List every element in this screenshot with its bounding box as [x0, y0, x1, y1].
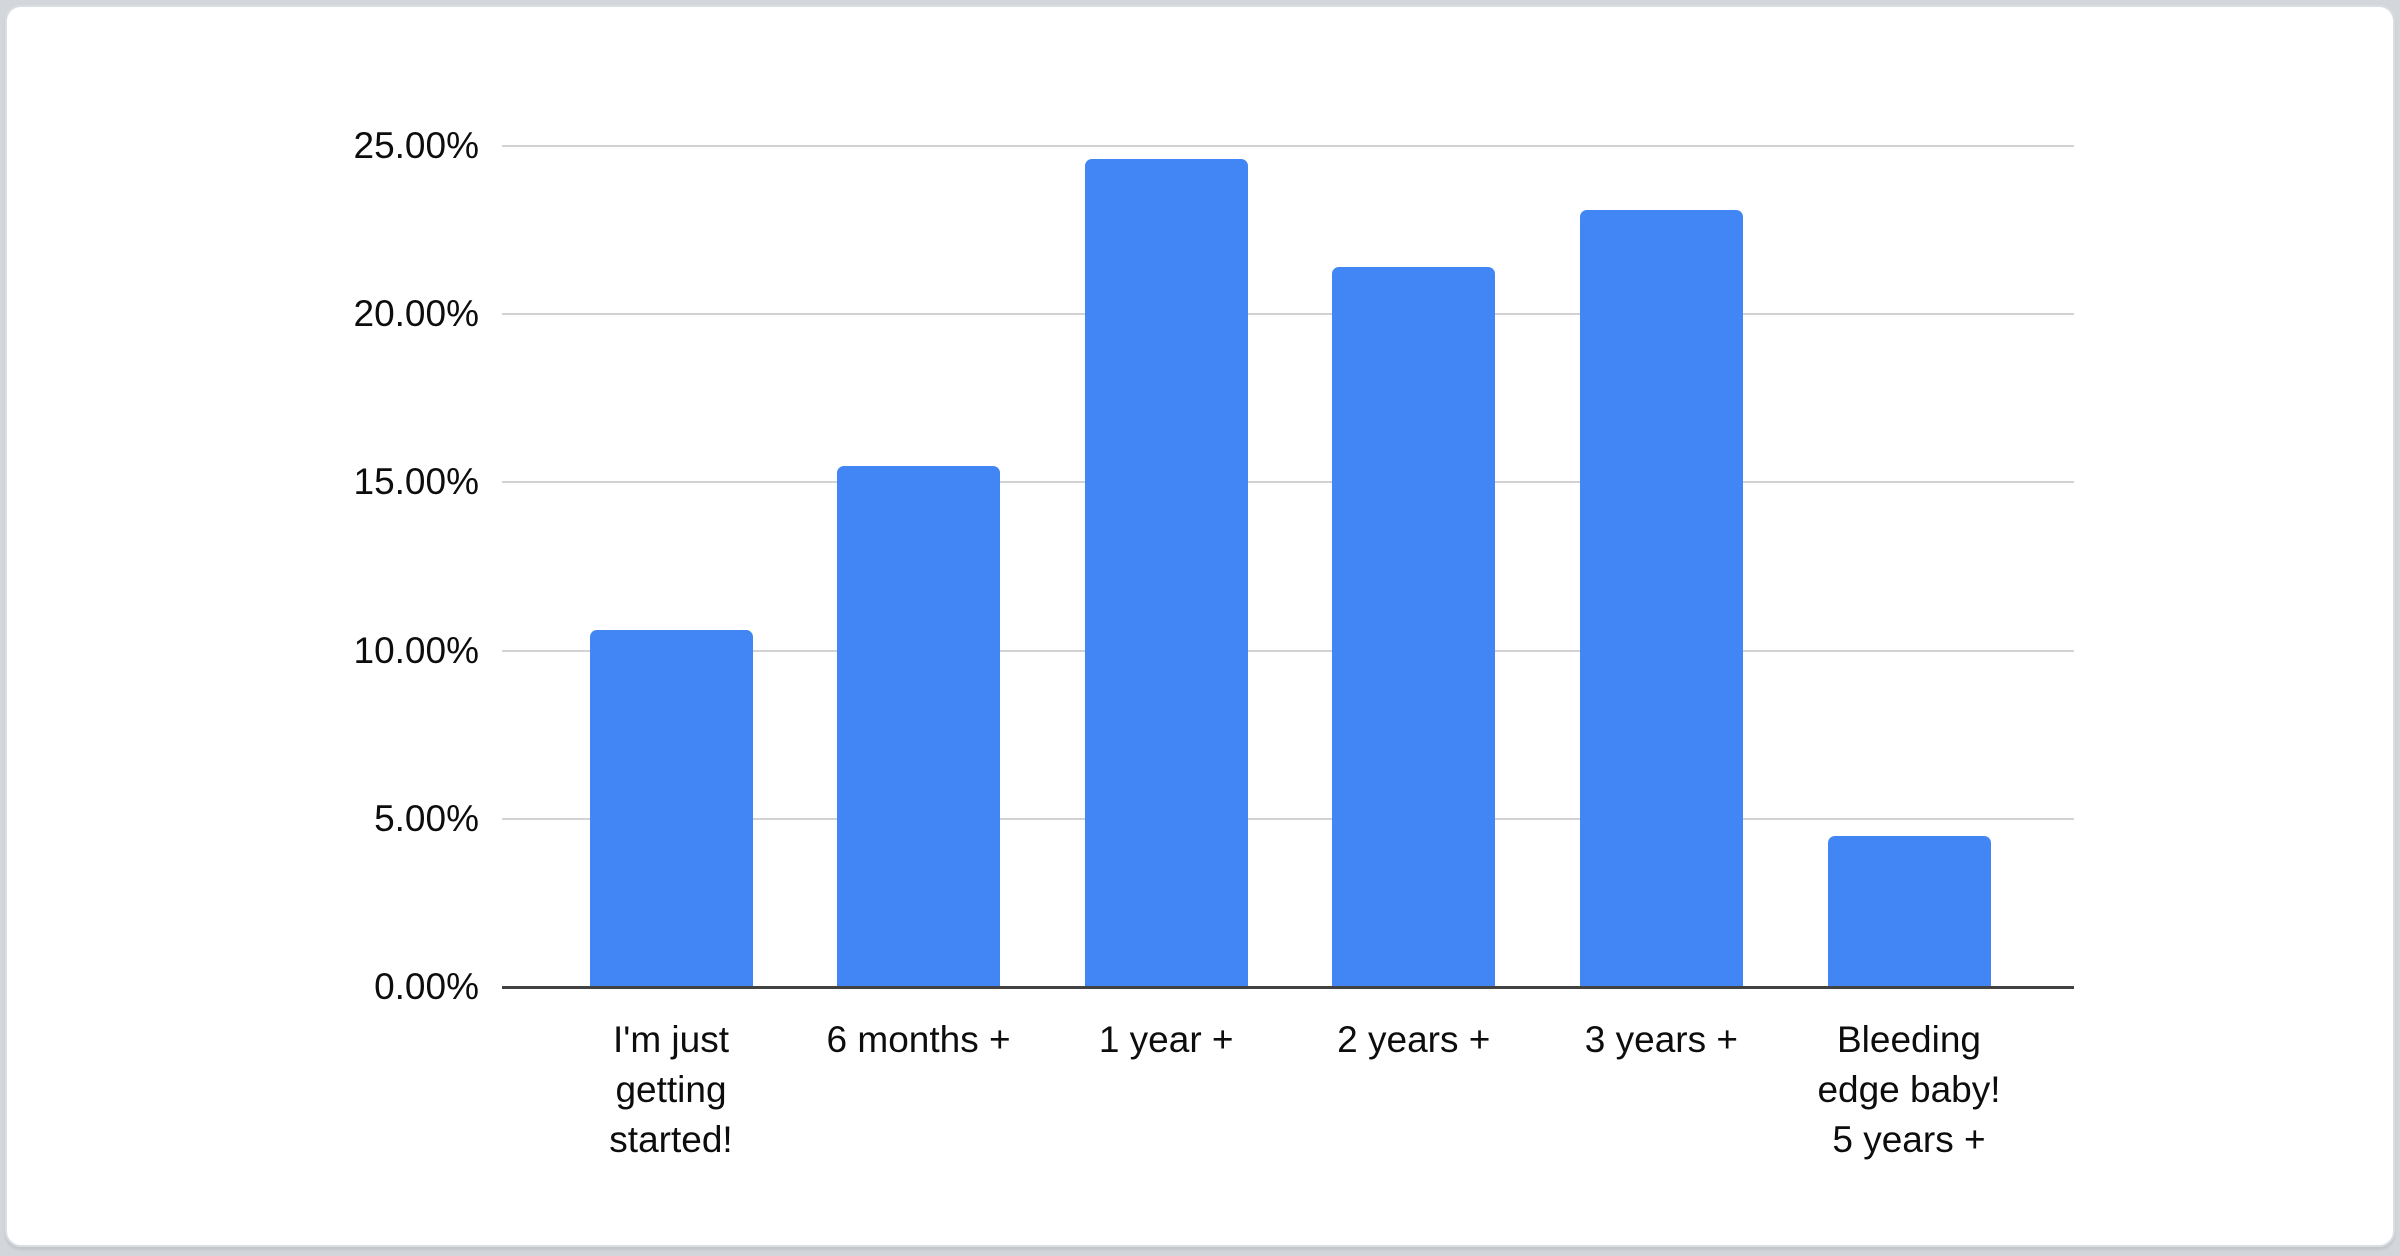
- x-category-label-line: 3 years +: [1584, 1019, 1738, 1060]
- x-category-label-6: Bleeding edge baby! 5 years +: [1749, 1015, 2069, 1165]
- x-category-label-4: 2 years +: [1254, 1015, 1574, 1065]
- x-category-label-line: 1 year +: [1098, 1019, 1234, 1060]
- x-category-label-line: 5 years +: [1832, 1119, 1986, 1160]
- gridline-20pct: [502, 313, 2074, 316]
- bar-6-bleeding-edge-baby-5-years[interactable]: [1827, 835, 1991, 987]
- gridline-15pct: [502, 481, 2074, 484]
- x-category-label-2: 6 months +: [759, 1015, 1079, 1065]
- x-category-label-line: I'm just: [612, 1019, 730, 1060]
- chart-card: 0.00% 5.00% 10.00% 15.00% 20.00% 25.00% I'm j…: [5, 5, 2395, 1247]
- x-category-label-line: edge baby!: [1817, 1069, 2001, 1110]
- gridline-10pct: [502, 649, 2074, 652]
- bar-3-1-year[interactable]: [1084, 159, 1248, 987]
- x-category-label-line: getting: [615, 1069, 727, 1110]
- gridline-25pct: [502, 145, 2074, 147]
- x-category-label-1: I'm just getting started!: [511, 1015, 831, 1165]
- gridline-5pct: [502, 817, 2074, 820]
- y-tick-label-5pct: 5.00%: [374, 797, 479, 839]
- y-tick-label-10pct: 10.00%: [353, 629, 480, 671]
- bar-4-2-years[interactable]: [1332, 267, 1496, 987]
- x-category-label-5: 3 years +: [1501, 1015, 1821, 1065]
- x-category-label-line: started!: [609, 1119, 733, 1160]
- x-category-label-line: 2 years +: [1337, 1019, 1491, 1060]
- y-tick-label-0pct: 0.00%: [374, 966, 479, 1007]
- y-tick-label-15pct: 15.00%: [353, 461, 480, 503]
- bar-2-6-months[interactable]: [837, 465, 1001, 987]
- y-tick-label-20pct: 20.00%: [353, 293, 480, 335]
- y-tick-label-25pct: 25.00%: [353, 125, 480, 166]
- x-category-label-line: 6 months +: [826, 1019, 1011, 1060]
- x-axis-line: [502, 986, 2074, 989]
- bar-chart: 0.00% 5.00% 10.00% 15.00% 20.00% 25.00% I'm j…: [7, 7, 2393, 1245]
- x-category-label-3: 1 year +: [1006, 1015, 1326, 1065]
- bar-1-i-m-just-getting-started[interactable]: [589, 630, 753, 987]
- x-category-label-line: Bleeding: [1836, 1019, 1981, 1060]
- bar-5-3-years[interactable]: [1579, 209, 1743, 987]
